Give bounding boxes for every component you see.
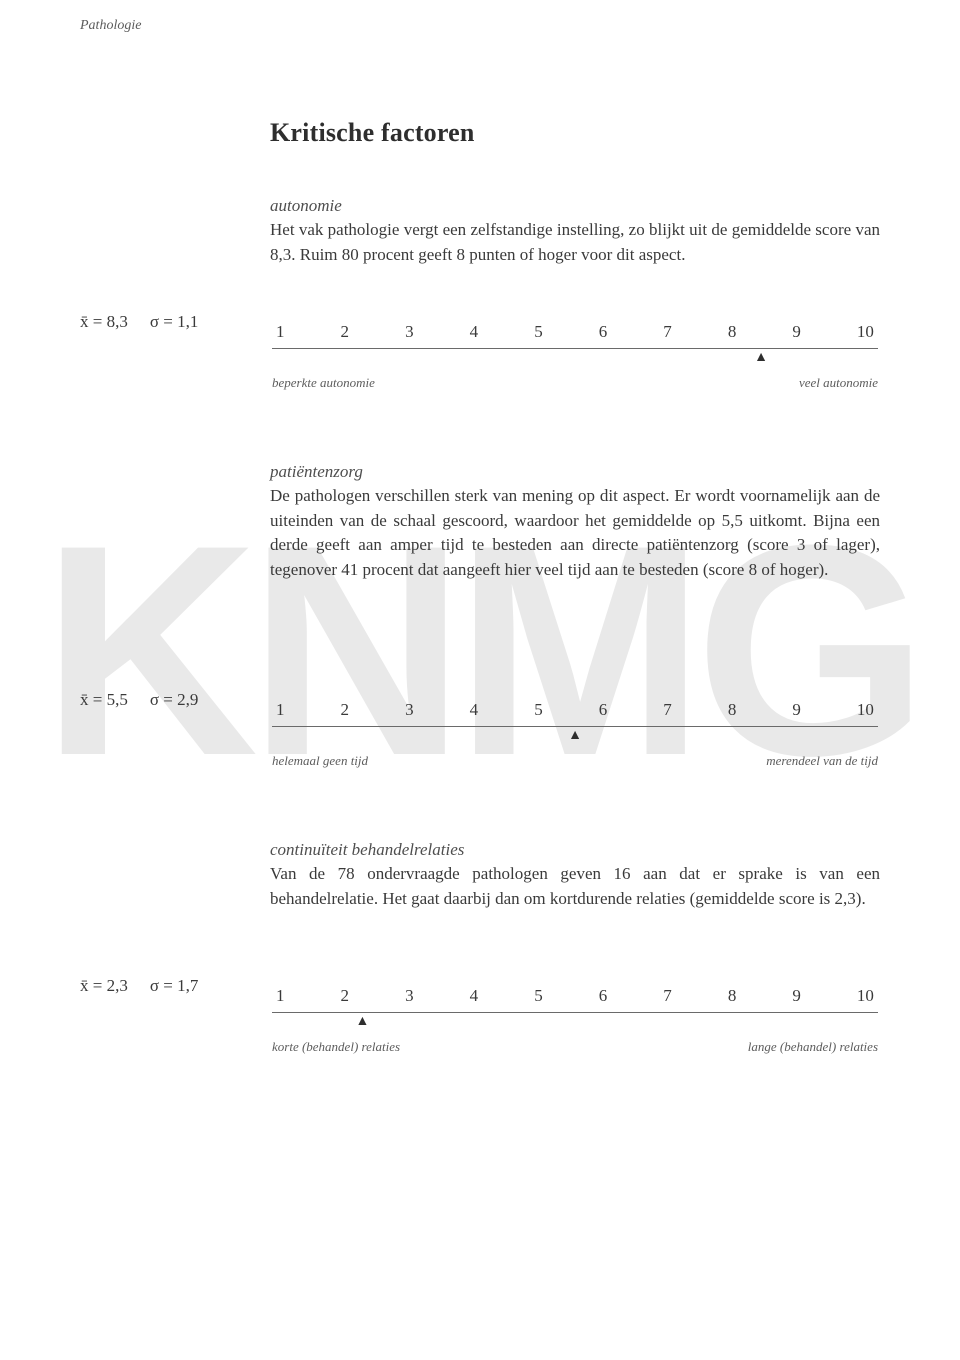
anchor-left: beperkte autonomie (272, 375, 375, 391)
scale-numbers: 1 2 3 4 5 6 7 8 9 10 (270, 322, 880, 348)
tick: 6 (599, 986, 608, 1006)
tick: 2 (341, 986, 350, 1006)
anchor-right: veel autonomie (799, 375, 878, 391)
tick: 10 (857, 700, 874, 720)
tick: 5 (534, 322, 543, 342)
tick: 10 (857, 986, 874, 1006)
scale-continuiteit: 1 2 3 4 5 6 7 8 9 10 ▲ korte (behandel) … (270, 976, 880, 1056)
factor-continuiteit: continuïteit behandelrelaties Van de 78 … (270, 840, 880, 911)
anchor-left: helemaal geen tijd (272, 753, 368, 769)
factor-autonomie: autonomie Het vak pathologie vergt een z… (270, 196, 880, 267)
scale-autonomie: 1 2 3 4 5 6 7 8 9 10 ▲ beperkte autonomi… (270, 312, 880, 392)
tick: 6 (599, 322, 608, 342)
tick: 7 (663, 700, 672, 720)
tick: 8 (728, 700, 737, 720)
tick: 1 (276, 322, 285, 342)
stats-patientenzorg: x̄ = 5,5 σ = 2,9 (80, 690, 198, 710)
tick: 3 (405, 986, 414, 1006)
scale-numbers: 1 2 3 4 5 6 7 8 9 10 (270, 986, 880, 1012)
tick: 2 (341, 700, 350, 720)
tick: 1 (276, 700, 285, 720)
scale-anchors: beperkte autonomie veel autonomie (270, 375, 880, 391)
anchor-right: merendeel van de tijd (766, 753, 878, 769)
tick: 4 (470, 986, 479, 1006)
scale-patientenzorg: 1 2 3 4 5 6 7 8 9 10 ▲ helemaal geen tij… (270, 690, 880, 770)
sigma-label: σ = 1,7 (150, 976, 199, 995)
sigma-label: σ = 1,1 (150, 312, 199, 331)
factor-text: De pathologen verschillen sterk van meni… (270, 484, 880, 583)
tick: 9 (792, 986, 801, 1006)
scale: 1 2 3 4 5 6 7 8 9 10 ▲ helemaal geen tij… (270, 700, 880, 770)
tick: 5 (534, 700, 543, 720)
mean-label: x̄ = 5,5 (80, 690, 128, 709)
scale-line (272, 726, 878, 727)
tick: 4 (470, 322, 479, 342)
scale-anchors: helemaal geen tijd merendeel van de tijd (270, 753, 880, 769)
tick: 6 (599, 700, 608, 720)
tick: 9 (792, 700, 801, 720)
anchor-right: lange (behandel) relaties (748, 1039, 878, 1055)
scale-numbers: 1 2 3 4 5 6 7 8 9 10 (270, 700, 880, 726)
scale-anchors: korte (behandel) relaties lange (behande… (270, 1039, 880, 1055)
tick: 1 (276, 986, 285, 1006)
tick: 2 (341, 322, 350, 342)
running-head: Pathologie (80, 18, 141, 34)
factor-text: Van de 78 ondervraagde pathologen geven … (270, 862, 880, 911)
scale-marker: ▲ (568, 728, 582, 744)
stats-continuiteit: x̄ = 2,3 σ = 1,7 (80, 976, 198, 996)
scale-marker: ▲ (754, 350, 768, 366)
tick: 4 (470, 700, 479, 720)
factor-patientenzorg: patiëntenzorg De pathologen verschillen … (270, 462, 880, 583)
stats-autonomie: x̄ = 8,3 σ = 1,1 (80, 312, 198, 332)
scale-line (272, 1012, 878, 1013)
tick: 8 (728, 986, 737, 1006)
tick: 10 (857, 322, 874, 342)
factor-label: continuïteit behandelrelaties (270, 840, 880, 860)
mean-label: x̄ = 2,3 (80, 976, 128, 995)
mean-label: x̄ = 8,3 (80, 312, 128, 331)
tick: 5 (534, 986, 543, 1006)
tick: 3 (405, 700, 414, 720)
tick: 3 (405, 322, 414, 342)
tick: 7 (663, 986, 672, 1006)
tick: 7 (663, 322, 672, 342)
tick: 9 (792, 322, 801, 342)
factor-label: patiëntenzorg (270, 462, 880, 482)
scale-marker: ▲ (355, 1014, 369, 1030)
scale-line (272, 348, 878, 349)
section-title-block: Kritische factoren (270, 118, 880, 176)
sigma-label: σ = 2,9 (150, 690, 199, 709)
factor-label: autonomie (270, 196, 880, 216)
scale: 1 2 3 4 5 6 7 8 9 10 ▲ beperkte autonomi… (270, 322, 880, 392)
anchor-left: korte (behandel) relaties (272, 1039, 400, 1055)
factor-text: Het vak pathologie vergt een zelfstandig… (270, 218, 880, 267)
page: KNMG Pathologie Kritische factoren auton… (0, 0, 960, 1360)
scale: 1 2 3 4 5 6 7 8 9 10 ▲ korte (behandel) … (270, 986, 880, 1056)
tick: 8 (728, 322, 737, 342)
section-title: Kritische factoren (270, 118, 880, 148)
